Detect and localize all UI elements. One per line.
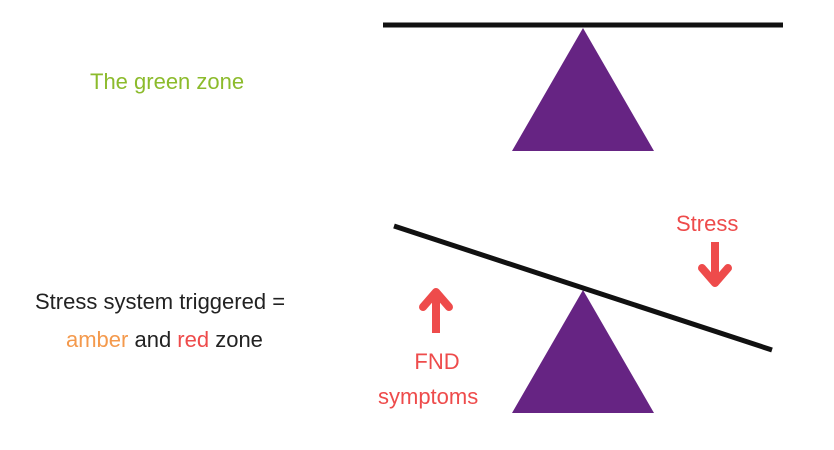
green-zone-label: The green zone bbox=[90, 69, 245, 94]
amber-word: amber bbox=[66, 327, 129, 352]
and-word: and bbox=[128, 327, 178, 352]
red-word: red bbox=[177, 327, 210, 352]
symptoms-label: symptoms bbox=[378, 384, 479, 409]
tilted-beam bbox=[393, 223, 773, 353]
zone-description: amber and red zone bbox=[66, 327, 263, 353]
fnd-label: FND bbox=[414, 349, 460, 374]
zone-word: zone bbox=[209, 327, 263, 352]
stress-label: Stress bbox=[676, 211, 739, 236]
top-fulcrum-icon bbox=[512, 28, 654, 151]
bottom-fulcrum-icon bbox=[512, 290, 654, 413]
arrow-up-icon bbox=[419, 288, 453, 333]
stress-system-triggered-label: Stress system triggered = bbox=[35, 289, 286, 314]
arrow-down-icon bbox=[698, 242, 732, 287]
